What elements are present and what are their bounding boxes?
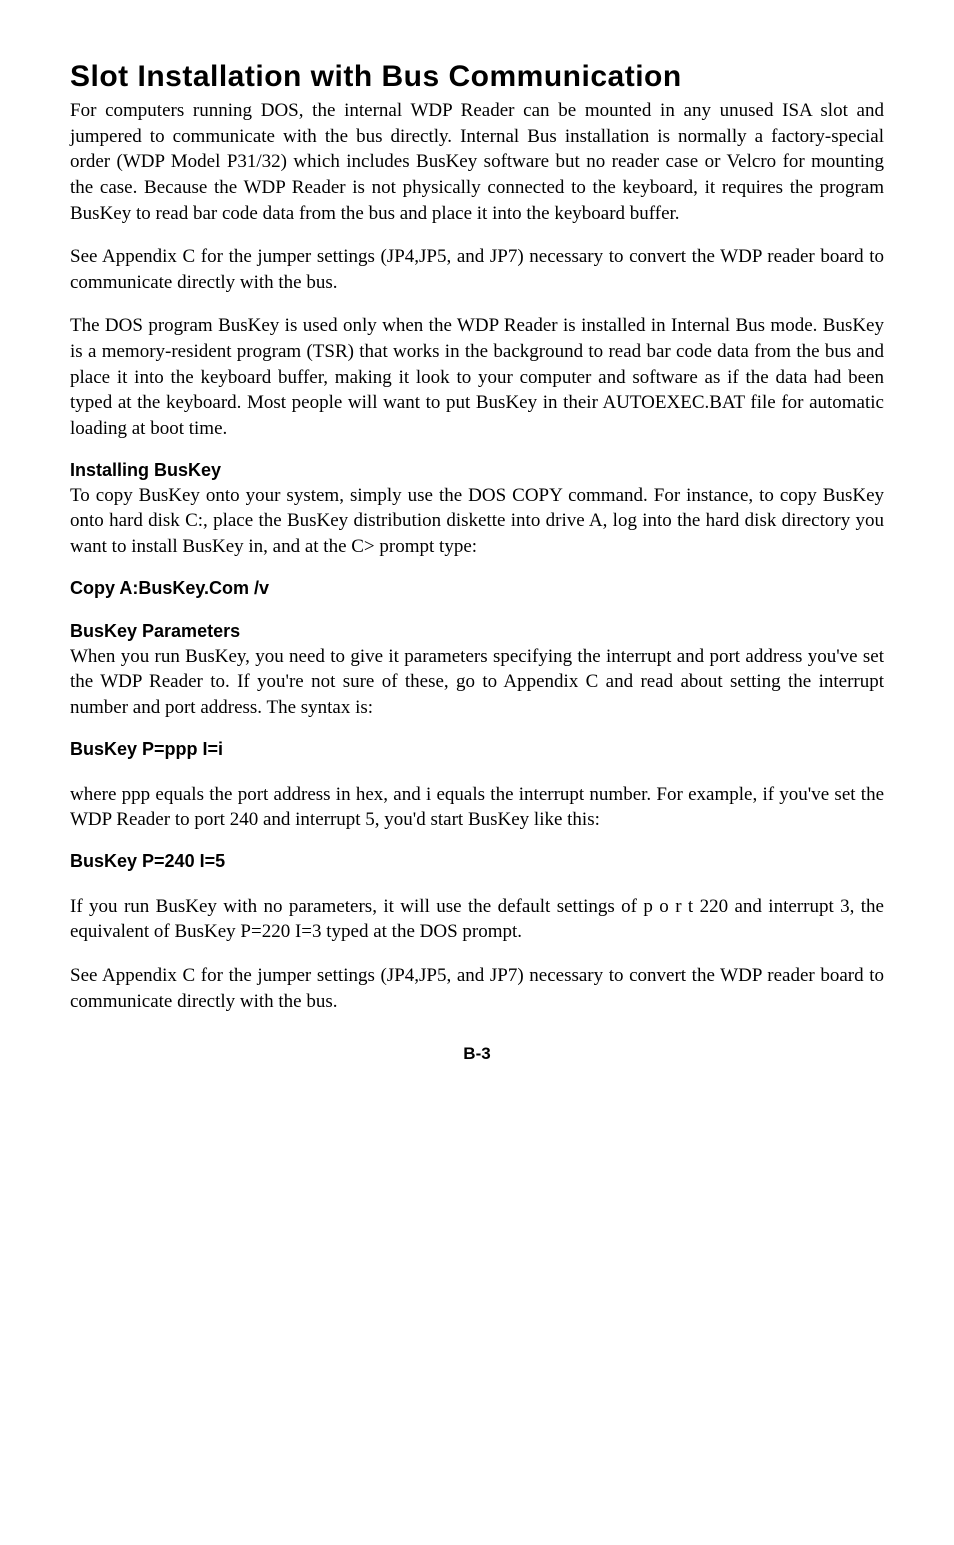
- command-copy: Copy A:BusKey.Com /v: [70, 578, 884, 599]
- page-title: Slot Installation with Bus Communication: [70, 60, 884, 94]
- paragraph-5: When you run BusKey, you need to give it…: [70, 644, 884, 721]
- command-syntax: BusKey P=ppp I=i: [70, 739, 884, 760]
- page-number: B-3: [70, 1044, 884, 1064]
- paragraph-7: If you run BusKey with no parameters, it…: [70, 894, 884, 945]
- paragraph-1: For computers running DOS, the internal …: [70, 98, 884, 226]
- paragraph-8: See Appendix C for the jumper settings (…: [70, 963, 884, 1014]
- paragraph-4: To copy BusKey onto your system, simply …: [70, 483, 884, 560]
- command-example: BusKey P=240 I=5: [70, 851, 884, 872]
- paragraph-6: where ppp equals the port address in hex…: [70, 782, 884, 833]
- subheading-installing-buskey: Installing BusKey: [70, 460, 884, 481]
- subheading-buskey-parameters: BusKey Parameters: [70, 621, 884, 642]
- paragraph-2: See Appendix C for the jumper settings (…: [70, 244, 884, 295]
- paragraph-3: The DOS program BusKey is used only when…: [70, 313, 884, 441]
